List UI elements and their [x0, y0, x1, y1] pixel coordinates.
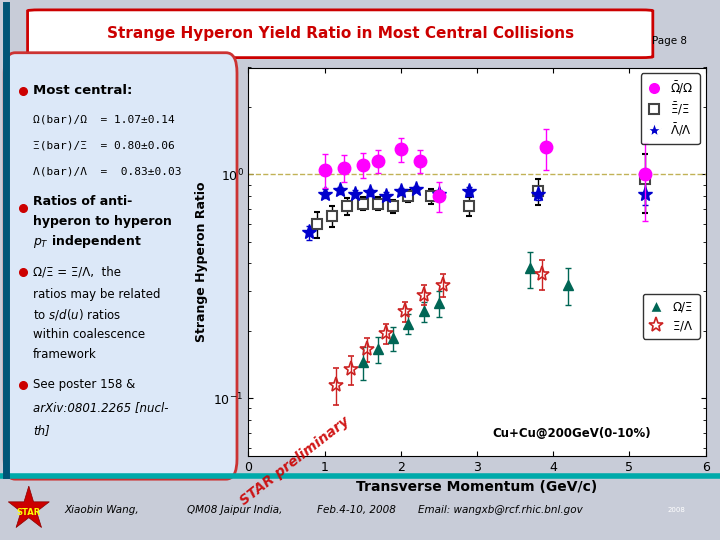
Text: Most central:: Most central: [33, 84, 132, 97]
Text: to $s/d(u)$ ratios: to $s/d(u)$ ratios [33, 307, 121, 322]
Text: Strange Hyperon Yield Ratio in Most Central Collisions: Strange Hyperon Yield Ratio in Most Cent… [107, 26, 574, 41]
Text: $p_T$ independent: $p_T$ independent [33, 233, 142, 251]
Text: hyperon to hyperon: hyperon to hyperon [33, 215, 171, 228]
Legend: $\Omega/\Xi$, $\Xi/\Lambda$: $\Omega/\Xi$, $\Xi/\Lambda$ [643, 294, 700, 339]
Text: Ξ(bar)/Ξ  = 0.80±0.06: Ξ(bar)/Ξ = 0.80±0.06 [33, 140, 174, 150]
Text: ratios may be related: ratios may be related [33, 288, 161, 301]
Text: See poster 158 &: See poster 158 & [33, 378, 135, 391]
Text: STAR preliminary: STAR preliminary [238, 414, 352, 508]
Polygon shape [9, 486, 49, 528]
Text: Ω/Ξ = Ξ/Λ,  the: Ω/Ξ = Ξ/Λ, the [33, 266, 121, 279]
Text: QM08 Jaipur India,: QM08 Jaipur India, [187, 505, 282, 515]
X-axis label: Transverse Momentum (GeV/c): Transverse Momentum (GeV/c) [356, 480, 598, 494]
Text: STAR: STAR [17, 508, 41, 517]
Text: Ω(bar)/Ω  = 1.07±0.14: Ω(bar)/Ω = 1.07±0.14 [33, 114, 174, 124]
Text: Page 8: Page 8 [652, 36, 687, 45]
Text: th]: th] [33, 424, 50, 437]
FancyBboxPatch shape [4, 53, 237, 479]
Text: 2008: 2008 [668, 507, 685, 514]
Text: Xiaobin Wang,: Xiaobin Wang, [65, 505, 140, 515]
Text: arXiv:0801.2265 [nucl-: arXiv:0801.2265 [nucl- [33, 401, 168, 414]
Text: Cu+Cu@200GeV(0-10%): Cu+Cu@200GeV(0-10%) [492, 427, 651, 440]
Text: Feb.4-10, 2008: Feb.4-10, 2008 [317, 505, 396, 515]
Text: framework: framework [33, 348, 96, 361]
Text: Λ(bar)/Λ  =  0.83±0.03: Λ(bar)/Λ = 0.83±0.03 [33, 166, 181, 177]
Text: Email: wangxb@rcf.rhic.bnl.gov: Email: wangxb@rcf.rhic.bnl.gov [418, 505, 582, 515]
Text: Ratios of anti-: Ratios of anti- [33, 195, 132, 208]
Y-axis label: Strange Hyperon Ratio: Strange Hyperon Ratio [195, 181, 208, 342]
FancyBboxPatch shape [27, 10, 653, 58]
Text: within coalescence: within coalescence [33, 328, 145, 341]
